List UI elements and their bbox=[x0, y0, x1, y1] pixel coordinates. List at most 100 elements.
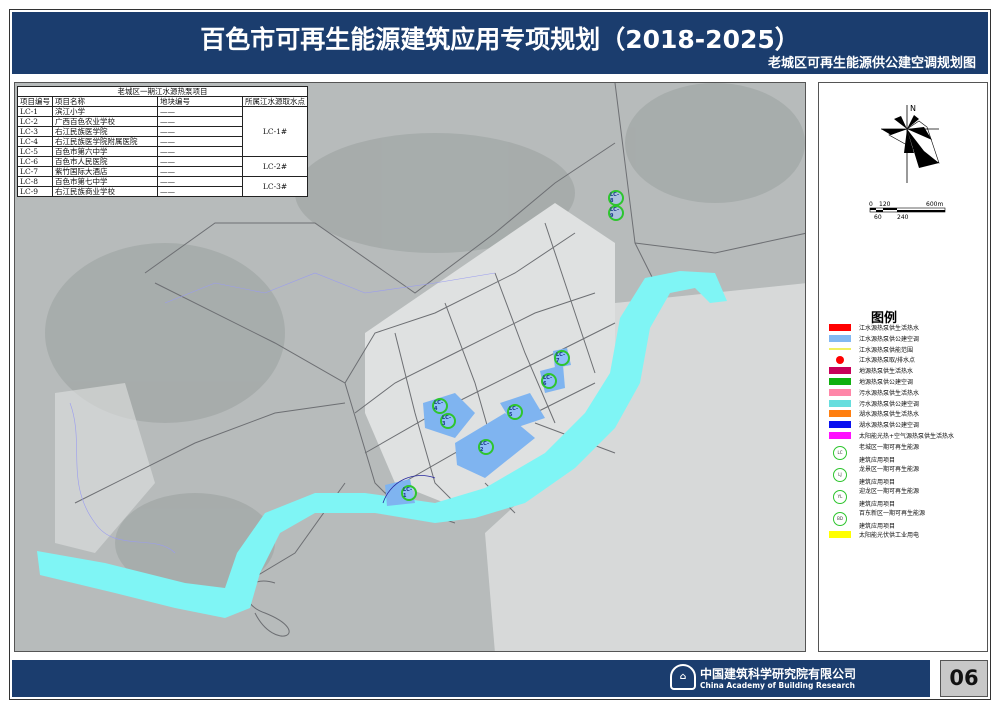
compass-and-scale: N 0 120 600m 60 240 bbox=[869, 104, 946, 221]
legend-item: 湖水源热泵供生活热水 bbox=[829, 409, 919, 418]
legend-swatch bbox=[829, 324, 851, 331]
cell-id: LC-8 bbox=[17, 176, 53, 187]
legend-item: LJ 龙景区一期可再生能源 建筑应用项目 bbox=[829, 464, 919, 486]
secondary-roads bbox=[69, 272, 496, 554]
project-marker-lc-5[interactable]: LC-5 bbox=[507, 404, 523, 420]
legend-label: 龙景区一期可再生能源 bbox=[859, 465, 920, 473]
cell-id: LC-1 bbox=[17, 106, 53, 117]
legend-item: 湖水源热泵供公建空调 bbox=[829, 420, 919, 429]
cabr-logo-icon: ⌂ bbox=[670, 664, 696, 690]
cell-name: 紫竹国际大酒店 bbox=[52, 166, 158, 177]
legend-swatch bbox=[829, 378, 851, 385]
hills bbox=[45, 83, 805, 593]
cell-plot: —— bbox=[157, 166, 243, 177]
legend-item: 太阳能光伏供工业用电 bbox=[829, 530, 919, 539]
supply-range-boundary bbox=[382, 475, 436, 504]
col-header-plot: 地块编号 bbox=[157, 96, 243, 107]
legend-swatch bbox=[829, 388, 851, 396]
cell-name: 滨江小学 bbox=[52, 106, 158, 117]
col-header-id: 项目编号 bbox=[17, 96, 53, 107]
scale-label: 600m bbox=[926, 201, 943, 208]
cell-id: LC-4 bbox=[17, 136, 53, 147]
legend-swatch bbox=[829, 399, 851, 407]
table-row: LC-9 右江民族商业学校 —— bbox=[17, 186, 308, 197]
legend-label: 江水源热泵供公建空调 bbox=[859, 335, 920, 343]
table-row: LC-1 滨江小学 —— LC-1# bbox=[17, 106, 308, 157]
legend-item: LC 老城区一期可再生能源 建筑应用项目 bbox=[829, 442, 919, 464]
cell-plot: —— bbox=[157, 176, 243, 187]
project-ring-icon: LC bbox=[829, 445, 851, 460]
project-table: 老城区一期江水源热泵项目 项目编号 项目名称 地块编号 所属江水源取水点 LC-… bbox=[17, 86, 308, 197]
project-marker-lc-9[interactable]: LC-9 bbox=[608, 205, 624, 221]
legend-item: 地源热泵供生活热水 bbox=[829, 366, 913, 375]
legend-label-group: 龙景区一期可再生能源 建筑应用项目 bbox=[859, 464, 919, 486]
legend-swatch bbox=[829, 367, 851, 375]
legend-label: 江水源热泵取/排水点 bbox=[859, 357, 916, 365]
project-marker-lc-8[interactable]: LC-8 bbox=[608, 190, 624, 206]
north-label: N bbox=[910, 104, 916, 113]
map-area[interactable]: LC-1 LC-2 LC-3 LC-4 LC-5 LC-6 LC-7 LC-8 … bbox=[14, 82, 806, 652]
legend-label: 太阳能光热+空气源热泵供生活热水 bbox=[859, 433, 955, 440]
cell-id: LC-5 bbox=[17, 146, 53, 157]
north-arrow-icon: N bbox=[881, 104, 940, 183]
cell-id: LC-3 bbox=[17, 126, 53, 137]
legend-swatch bbox=[829, 421, 851, 429]
legend-label: 建筑应用项目 bbox=[859, 500, 896, 508]
project-marker-lc-2[interactable]: LC-2 bbox=[478, 439, 494, 455]
legend-swatch bbox=[829, 432, 851, 439]
legend-item: 污水源热泵供公建空调 bbox=[829, 399, 919, 408]
legend-item: 污水源热泵供生活热水 bbox=[829, 388, 919, 397]
project-ring-icon: YL bbox=[829, 489, 851, 504]
page-title: 百色市可再生能源建筑应用专项规划（2018-2025） bbox=[200, 25, 800, 54]
cell-name: 广西百色农业学校 bbox=[52, 116, 158, 127]
scale-bar: 0 120 600m 60 240 bbox=[869, 201, 946, 221]
footer-bar bbox=[12, 660, 930, 697]
legend-label: 江水源热泵供能范围 bbox=[859, 346, 914, 354]
col-header-name: 项目名称 bbox=[52, 96, 158, 107]
legend-swatch bbox=[829, 348, 851, 351]
title-bar: 百色市可再生能源建筑应用专项规划（2018-2025） 老城区可再生能源供公建空… bbox=[12, 12, 988, 74]
river bbox=[37, 271, 727, 618]
organization-name-cn: 中国建筑科学研究院有限公司 bbox=[700, 667, 857, 681]
table-row: LC-6 百色市人民医院 —— LC-2# bbox=[17, 156, 308, 177]
cell-name: 百色市第七中学 bbox=[52, 176, 158, 187]
legend-label: 湖水源热泵供公建空调 bbox=[859, 422, 920, 430]
page-number: 06 bbox=[940, 660, 988, 697]
legend-label-group: 老城区一期可再生能源 建筑应用项目 bbox=[859, 442, 919, 464]
project-marker-lc-4[interactable]: LC-4 bbox=[432, 398, 448, 414]
legend-label: 太阳能光伏供工业用电 bbox=[859, 531, 920, 539]
legend-label: 老城区一期可再生能源 bbox=[859, 443, 920, 451]
road-network bbox=[74, 83, 805, 637]
legend-swatch bbox=[829, 355, 851, 364]
cell-name: 百色市第六中学 bbox=[52, 146, 158, 157]
cell-source: LC-1# bbox=[242, 106, 308, 157]
project-marker-lc-6[interactable]: LC-6 bbox=[541, 373, 557, 389]
legend-item: 地源热泵供公建空调 bbox=[829, 377, 913, 386]
legend-label: 迎龙区一期可再生能源 bbox=[859, 487, 920, 495]
project-marker-lc-3[interactable]: LC-3 bbox=[440, 413, 456, 429]
legend-label-group: 百东新区一期可再生能源 建筑应用项目 bbox=[859, 508, 925, 530]
scale-label: 240 bbox=[897, 214, 909, 221]
legend-item: 江水源热泵取/排水点 bbox=[829, 355, 915, 364]
col-header-source: 所属江水源取水点 bbox=[242, 96, 308, 107]
table-caption: 老城区一期江水源热泵项目 bbox=[17, 86, 308, 97]
cell-id: LC-9 bbox=[17, 186, 53, 197]
project-marker-lc-1[interactable]: LC-1 bbox=[401, 485, 417, 501]
legend-label-group: 迎龙区一期可再生能源 建筑应用项目 bbox=[859, 486, 919, 508]
map-canvas bbox=[15, 83, 805, 651]
scale-label: 0 bbox=[869, 201, 873, 208]
cell-name: 百色市人民医院 bbox=[52, 156, 158, 167]
cell-id: LC-6 bbox=[17, 156, 53, 167]
cell-id: LC-7 bbox=[17, 166, 53, 177]
cell-plot: —— bbox=[157, 116, 243, 127]
legend-label: 建筑应用项目 bbox=[859, 522, 896, 530]
legend-item: YL 迎龙区一期可再生能源 建筑应用项目 bbox=[829, 486, 919, 508]
legend-label: 污水源热泵供公建空调 bbox=[859, 400, 920, 408]
cell-source: LC-3# bbox=[242, 176, 308, 197]
legend-item: 江水源热泵供能范围 bbox=[829, 345, 913, 354]
cell-id: LC-2 bbox=[17, 116, 53, 127]
legend-panel: N 0 120 600m 60 240 图例 江水源热泵供生活热水 江水源热泵供公… bbox=[818, 82, 988, 652]
project-marker-lc-7[interactable]: LC-7 bbox=[554, 350, 570, 366]
cell-name: 右江民族商业学校 bbox=[52, 186, 158, 197]
legend-label: 百东新区一期可再生能源 bbox=[859, 509, 926, 517]
